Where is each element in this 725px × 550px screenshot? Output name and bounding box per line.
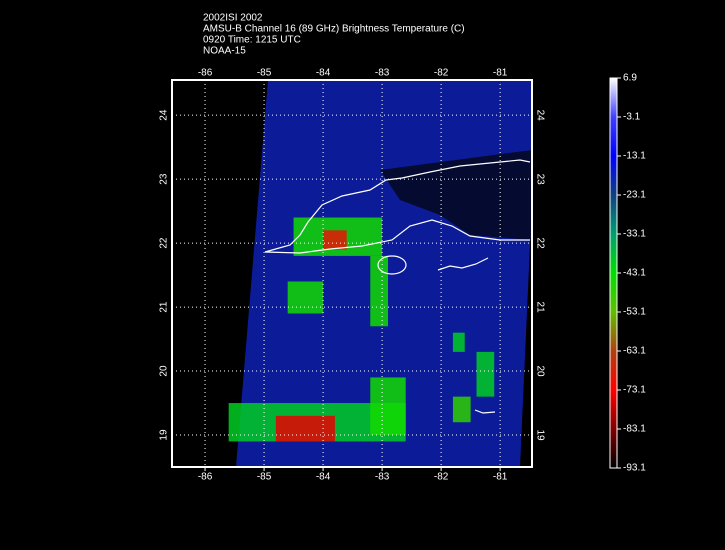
header-line: NOAA-15	[203, 46, 246, 57]
lat-label-left: 23	[159, 173, 170, 185]
colorbar-label: -53.1	[623, 307, 646, 318]
header-line: AMSU-B Channel 16 (89 GHz) Brightness Te…	[203, 24, 465, 35]
cayman	[474, 409, 496, 414]
lat-label-left: 22	[159, 237, 170, 249]
colorbar-label: -23.1	[623, 190, 646, 201]
lat-label-right: 22	[534, 238, 545, 250]
colorbar-label: -43.1	[623, 268, 646, 279]
lon-label-top: -86	[198, 68, 213, 79]
patches	[228, 217, 495, 442]
lon-label-bottom: -85	[257, 472, 272, 483]
lon-label-top: -85	[257, 68, 272, 79]
keys	[437, 257, 489, 271]
lat-label-right: 19	[534, 429, 545, 441]
patch	[476, 351, 495, 397]
lat-label-left: 20	[159, 365, 170, 377]
colorbar-label: -3.1	[623, 112, 641, 123]
colorbar-label: -13.1	[623, 151, 646, 162]
patch	[370, 377, 406, 436]
patch	[275, 415, 335, 442]
colorbar-label: -83.1	[623, 424, 646, 435]
colorbar-fill	[609, 77, 618, 469]
colorbar-label: -33.1	[623, 229, 646, 240]
colorbar-label: -73.1	[623, 385, 646, 396]
lon-label-bottom: -83	[375, 472, 390, 483]
lat-label-right: 21	[534, 302, 545, 314]
colorbar-label: -93.1	[623, 463, 646, 474]
lon-label-bottom: -82	[434, 472, 449, 483]
lon-label-bottom: -84	[316, 472, 331, 483]
coast-south	[264, 219, 530, 254]
header-line: 2002ISI 2002	[203, 13, 263, 24]
patch	[287, 281, 324, 314]
lon-label-top: -81	[493, 68, 508, 79]
lat-label-right: 23	[534, 174, 545, 186]
lon-label-bottom: -86	[198, 472, 213, 483]
patch	[452, 396, 471, 423]
lat-label-right: 20	[534, 365, 545, 377]
colorbar-label: 6.9	[623, 73, 637, 84]
map-frame	[171, 79, 533, 468]
header-line: 0920 Time: 1215 UTC	[203, 35, 301, 46]
dark-region	[380, 150, 532, 240]
lon-label-top: -84	[316, 68, 331, 79]
coast-north	[264, 159, 531, 253]
lon-label-bottom: -81	[493, 472, 508, 483]
colorbar-label: -63.1	[623, 346, 646, 357]
colorbar: 6.9 -3.1 -13.1 -23.1 -33.1 -43.1 -53.1 -63.1 -73…	[609, 73, 646, 474]
lat-label-left: 21	[159, 301, 170, 313]
lat-label-left: 24	[159, 109, 170, 121]
grid: -86 -86 -85 -85 -84 -84 -83 -83 -82 -82 -81 -81 19 19…	[159, 68, 546, 483]
isle	[377, 255, 407, 275]
coastline	[264, 159, 531, 414]
lat-label-left: 19	[159, 429, 170, 441]
lat-label-right: 24	[534, 110, 545, 122]
lon-label-top: -82	[434, 68, 449, 79]
patch	[323, 230, 347, 250]
patch	[370, 255, 388, 327]
lon-label-top: -83	[375, 68, 390, 79]
patch	[452, 332, 465, 352]
